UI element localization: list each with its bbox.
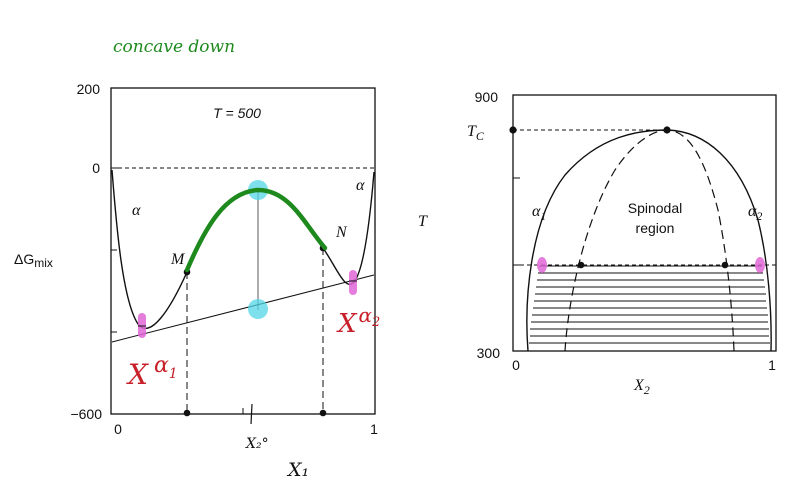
right-x2-label: X2 <box>633 377 650 397</box>
spinodal-label-line1: Spinodal <box>628 200 683 216</box>
spinodal-right-dot <box>721 261 729 269</box>
cyan-highlight-bottom <box>248 299 268 319</box>
alpha2-sub: 2 <box>371 315 380 330</box>
temperature-label: T = 500 <box>213 105 261 121</box>
phase-alpha-right: α <box>356 177 365 194</box>
spinodal-curve <box>564 129 735 352</box>
common-tangent-line <box>111 274 375 343</box>
alpha1-alpha: α <box>154 353 169 378</box>
left-plot-frame <box>110 87 376 415</box>
left-xtick-1: 1 <box>370 421 378 437</box>
right-alpha2-label: α2 <box>748 203 762 223</box>
alpha2-x: X <box>336 309 358 339</box>
phase-alpha-left: α <box>132 202 141 219</box>
left-ytick-0: 0 <box>92 160 100 176</box>
right-alpha1-symbol: α <box>532 203 541 220</box>
right-t-axis-label: T <box>418 213 428 230</box>
magenta-mark-alpha2 <box>349 270 357 295</box>
alpha2-alpha: α <box>359 303 373 327</box>
right-ytick-300: 300 <box>477 345 501 361</box>
alpha1-sub: 1 <box>169 366 178 382</box>
right-ytick-900: 900 <box>475 89 499 105</box>
right-alpha2-symbol: α <box>748 203 757 220</box>
tc-label: TC <box>467 123 485 143</box>
right-xtick-0: 0 <box>512 357 520 373</box>
delta-g-mix-label: ΔGmix <box>14 251 53 270</box>
left-ytick-minus600: −600 <box>70 406 102 422</box>
right-xtick-1: 1 <box>768 357 776 373</box>
tc-subscript: C <box>476 129 485 143</box>
green-concave-overdraw <box>184 187 328 273</box>
x2-zero-label: X₂° <box>245 436 269 452</box>
right-alpha1-sub: 1 <box>540 209 546 223</box>
point-n-axis-dot <box>319 409 327 417</box>
left-xtick-0: 0 <box>114 421 122 437</box>
alpha1-x: X <box>126 358 149 391</box>
spinodal-label-line2: region <box>636 220 675 236</box>
x2-zero-pointer <box>250 403 253 425</box>
point-n-label: N <box>335 224 348 241</box>
concave-down-note: concave down <box>113 37 235 57</box>
tie-lines <box>529 265 770 344</box>
point-m-axis-dot <box>183 409 191 417</box>
right-x2-x: X <box>633 377 645 394</box>
right-alpha1-label: α1 <box>532 203 546 223</box>
magenta-mark-right-alpha2 <box>755 257 765 273</box>
right-alpha2-sub: 2 <box>756 209 762 223</box>
delta-g-text: ΔG <box>14 251 34 267</box>
magenta-mark-right-alpha1 <box>537 257 547 273</box>
tc-t: T <box>467 123 477 140</box>
binodal-curve <box>526 129 772 352</box>
x1-axis-label: X₁ <box>286 459 309 481</box>
left-ytick-200: 200 <box>77 81 101 97</box>
right-x2-sub: 2 <box>644 383 650 397</box>
point-m-label: M <box>170 251 186 268</box>
critical-point-dot <box>663 126 671 134</box>
delta-g-subscript: mix <box>34 256 53 270</box>
spinodal-left-dot <box>577 261 585 269</box>
left-plot: 200 0 −600 0 1 T = 500 ΔGmix α α M N <box>14 81 380 481</box>
right-plot: 900 300 0 1 T TC <box>418 89 777 397</box>
right-plot-frame <box>512 94 777 352</box>
